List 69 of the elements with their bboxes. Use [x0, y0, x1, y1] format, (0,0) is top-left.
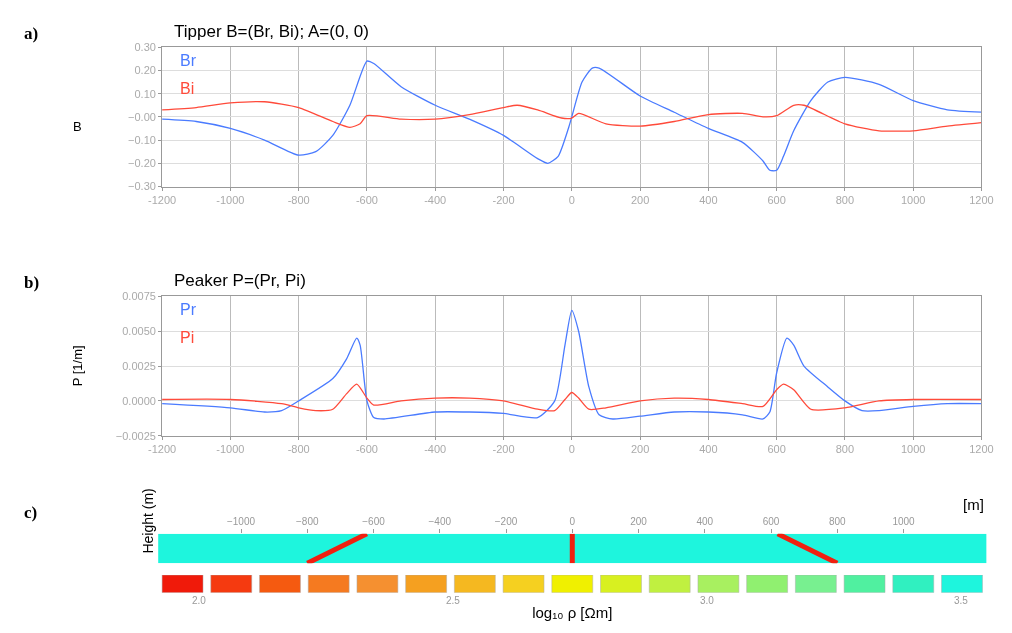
- x-tick-label: -200: [492, 193, 515, 206]
- x-tick-label: −800: [296, 515, 319, 527]
- text: Br: [180, 52, 197, 69]
- y-tick-label: 0.0025: [122, 359, 156, 372]
- x-tick-label: 1200: [969, 442, 994, 455]
- y-tick-label: 0.0050: [122, 325, 156, 338]
- y-tick-label: −0.20: [128, 157, 156, 170]
- x-tick-label: 800: [828, 515, 847, 527]
- x-axis-title: [m]: [963, 496, 984, 513]
- y-tick-label: 0.20: [134, 64, 156, 77]
- x-tick-label: 1000: [892, 515, 916, 527]
- x-tick-label: -800: [287, 193, 310, 206]
- y-tick-label: −0.30: [128, 180, 156, 193]
- x-tick-label: -400: [424, 193, 447, 206]
- x-tick-label: 400: [696, 515, 714, 527]
- chart-title: Peaker P=(Pr, Pi): [174, 271, 306, 290]
- x-tick-label: −1000: [226, 515, 256, 527]
- x-tick-label: −600: [362, 515, 386, 527]
- color-bar-label: 2.5: [445, 594, 461, 606]
- x-tick-label: 1000: [900, 193, 926, 206]
- color-bar-label: 3.5: [954, 594, 969, 606]
- x-tick-label: -600: [355, 442, 378, 455]
- x-tick-label: -1200: [148, 442, 177, 455]
- y-tick-label: −0.0025: [115, 429, 156, 442]
- x-tick-label: -1200: [148, 193, 177, 206]
- x-tick-label: 800: [835, 442, 855, 455]
- y-tick-label: −0.10: [128, 133, 156, 146]
- x-tick-label: −200: [494, 515, 518, 527]
- text: a): [24, 24, 39, 43]
- text: b): [24, 273, 40, 292]
- color-bar-label: 2.0: [191, 594, 207, 606]
- chart-title: Tipper B=(Br, Bi); A=(0, 0): [174, 22, 369, 41]
- x-tick-label: 600: [767, 193, 786, 206]
- x-tick-label: 600: [767, 442, 786, 455]
- x-tick-label: 0: [568, 193, 575, 206]
- line-series: [162, 383, 982, 412]
- x-tick-label: 1000: [900, 442, 926, 455]
- x-tick-label: 200: [630, 193, 650, 206]
- x-tick-label: -400: [424, 442, 447, 455]
- x-tick-label: -1000: [216, 193, 245, 206]
- x-tick-label: 1200: [969, 193, 994, 206]
- text: c): [24, 503, 38, 522]
- series-label: Bi: [180, 80, 195, 97]
- color-bar-title: log₁₀ ρ [Ωm]: [532, 603, 613, 621]
- y-axis-title: B: [73, 119, 82, 134]
- x-tick-label: -1000: [216, 442, 245, 455]
- x-tick-label: −400: [428, 515, 452, 527]
- x-tick-label: -600: [355, 193, 378, 206]
- y-tick-label: 0.0075: [122, 290, 156, 303]
- x-tick-label: 200: [630, 442, 650, 455]
- text: Pr: [180, 301, 197, 318]
- x-tick-label: 400: [699, 193, 718, 206]
- x-tick-label: -800: [287, 442, 310, 455]
- x-tick-label: 200: [630, 515, 648, 527]
- x-tick-label: 400: [699, 442, 718, 455]
- x-tick-label: 0: [568, 442, 575, 455]
- y-axis-title: Height (m): [139, 488, 156, 554]
- line-series: [162, 101, 982, 132]
- y-tick-label: −0.00: [128, 110, 156, 123]
- x-tick-label: -200: [492, 442, 515, 455]
- y-axis-title: P [1/m]: [70, 345, 86, 387]
- x-tick-label: 600: [762, 515, 780, 527]
- x-tick-label: 0: [569, 515, 576, 527]
- color-bar-label: 3.0: [699, 594, 715, 606]
- y-tick-label: 0.30: [134, 41, 156, 54]
- text: Pi: [180, 329, 195, 346]
- y-tick-label: 0.10: [134, 87, 156, 100]
- y-tick-label: 0.0000: [122, 394, 156, 407]
- x-tick-label: 800: [835, 193, 855, 206]
